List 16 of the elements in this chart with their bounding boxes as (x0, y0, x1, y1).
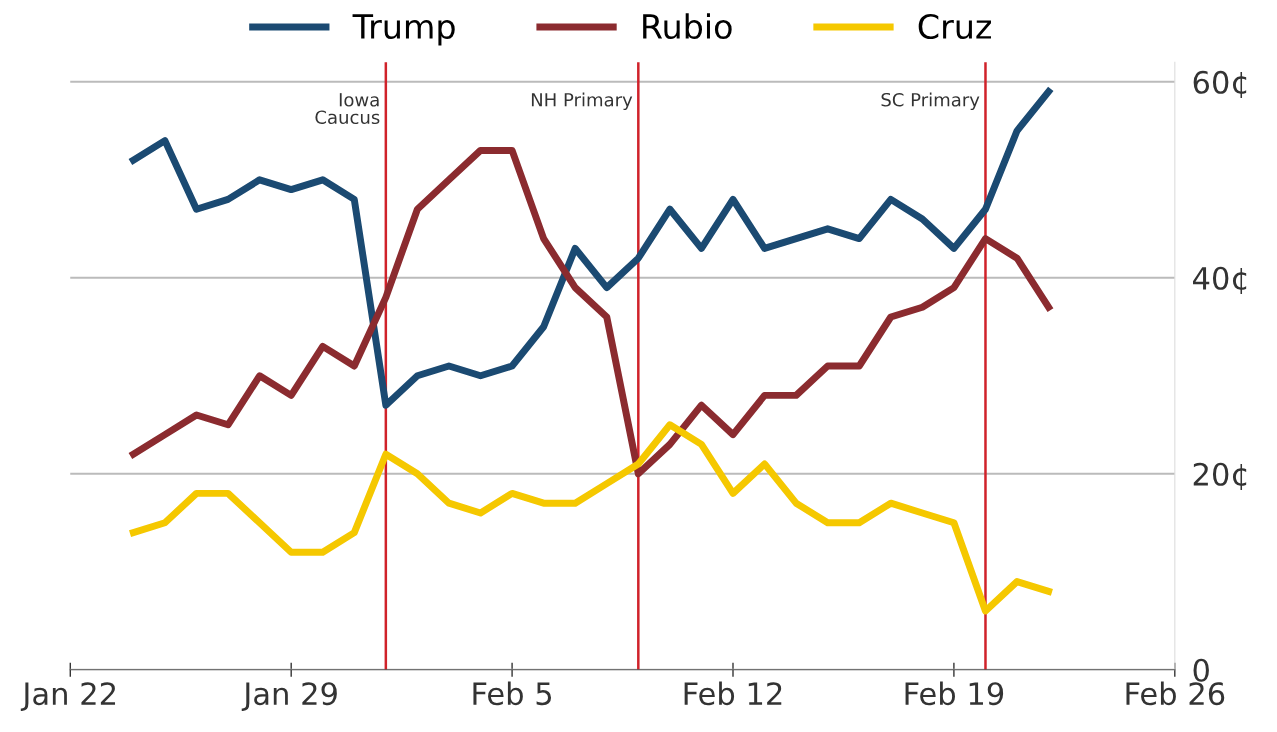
x-tick-label: Feb 12 (684, 681, 782, 706)
y-tick-label: 0 (1193, 658, 1209, 682)
x-tick-label: Jan 22 (20, 682, 116, 711)
x-tick-label: Feb 26 (1126, 681, 1225, 706)
ref-line-label: SC Primary (881, 92, 980, 111)
y-tick-label: 20¢ (1193, 462, 1247, 491)
legend-label: Rubio (643, 13, 732, 40)
legend-label: Cruz (918, 13, 991, 40)
x-tick-label: Jan 29 (241, 682, 337, 711)
ref-line-label: Iowa Caucus (315, 93, 380, 125)
x-tick-label: Feb 19 (905, 681, 1004, 706)
x-tick-label: Feb 5 (473, 681, 552, 706)
y-tick-label: 40¢ (1193, 266, 1247, 295)
ref-line-label: NH Primary (531, 92, 633, 111)
y-tick-label: 60¢ (1193, 70, 1247, 99)
legend-label: Trump (352, 14, 455, 46)
